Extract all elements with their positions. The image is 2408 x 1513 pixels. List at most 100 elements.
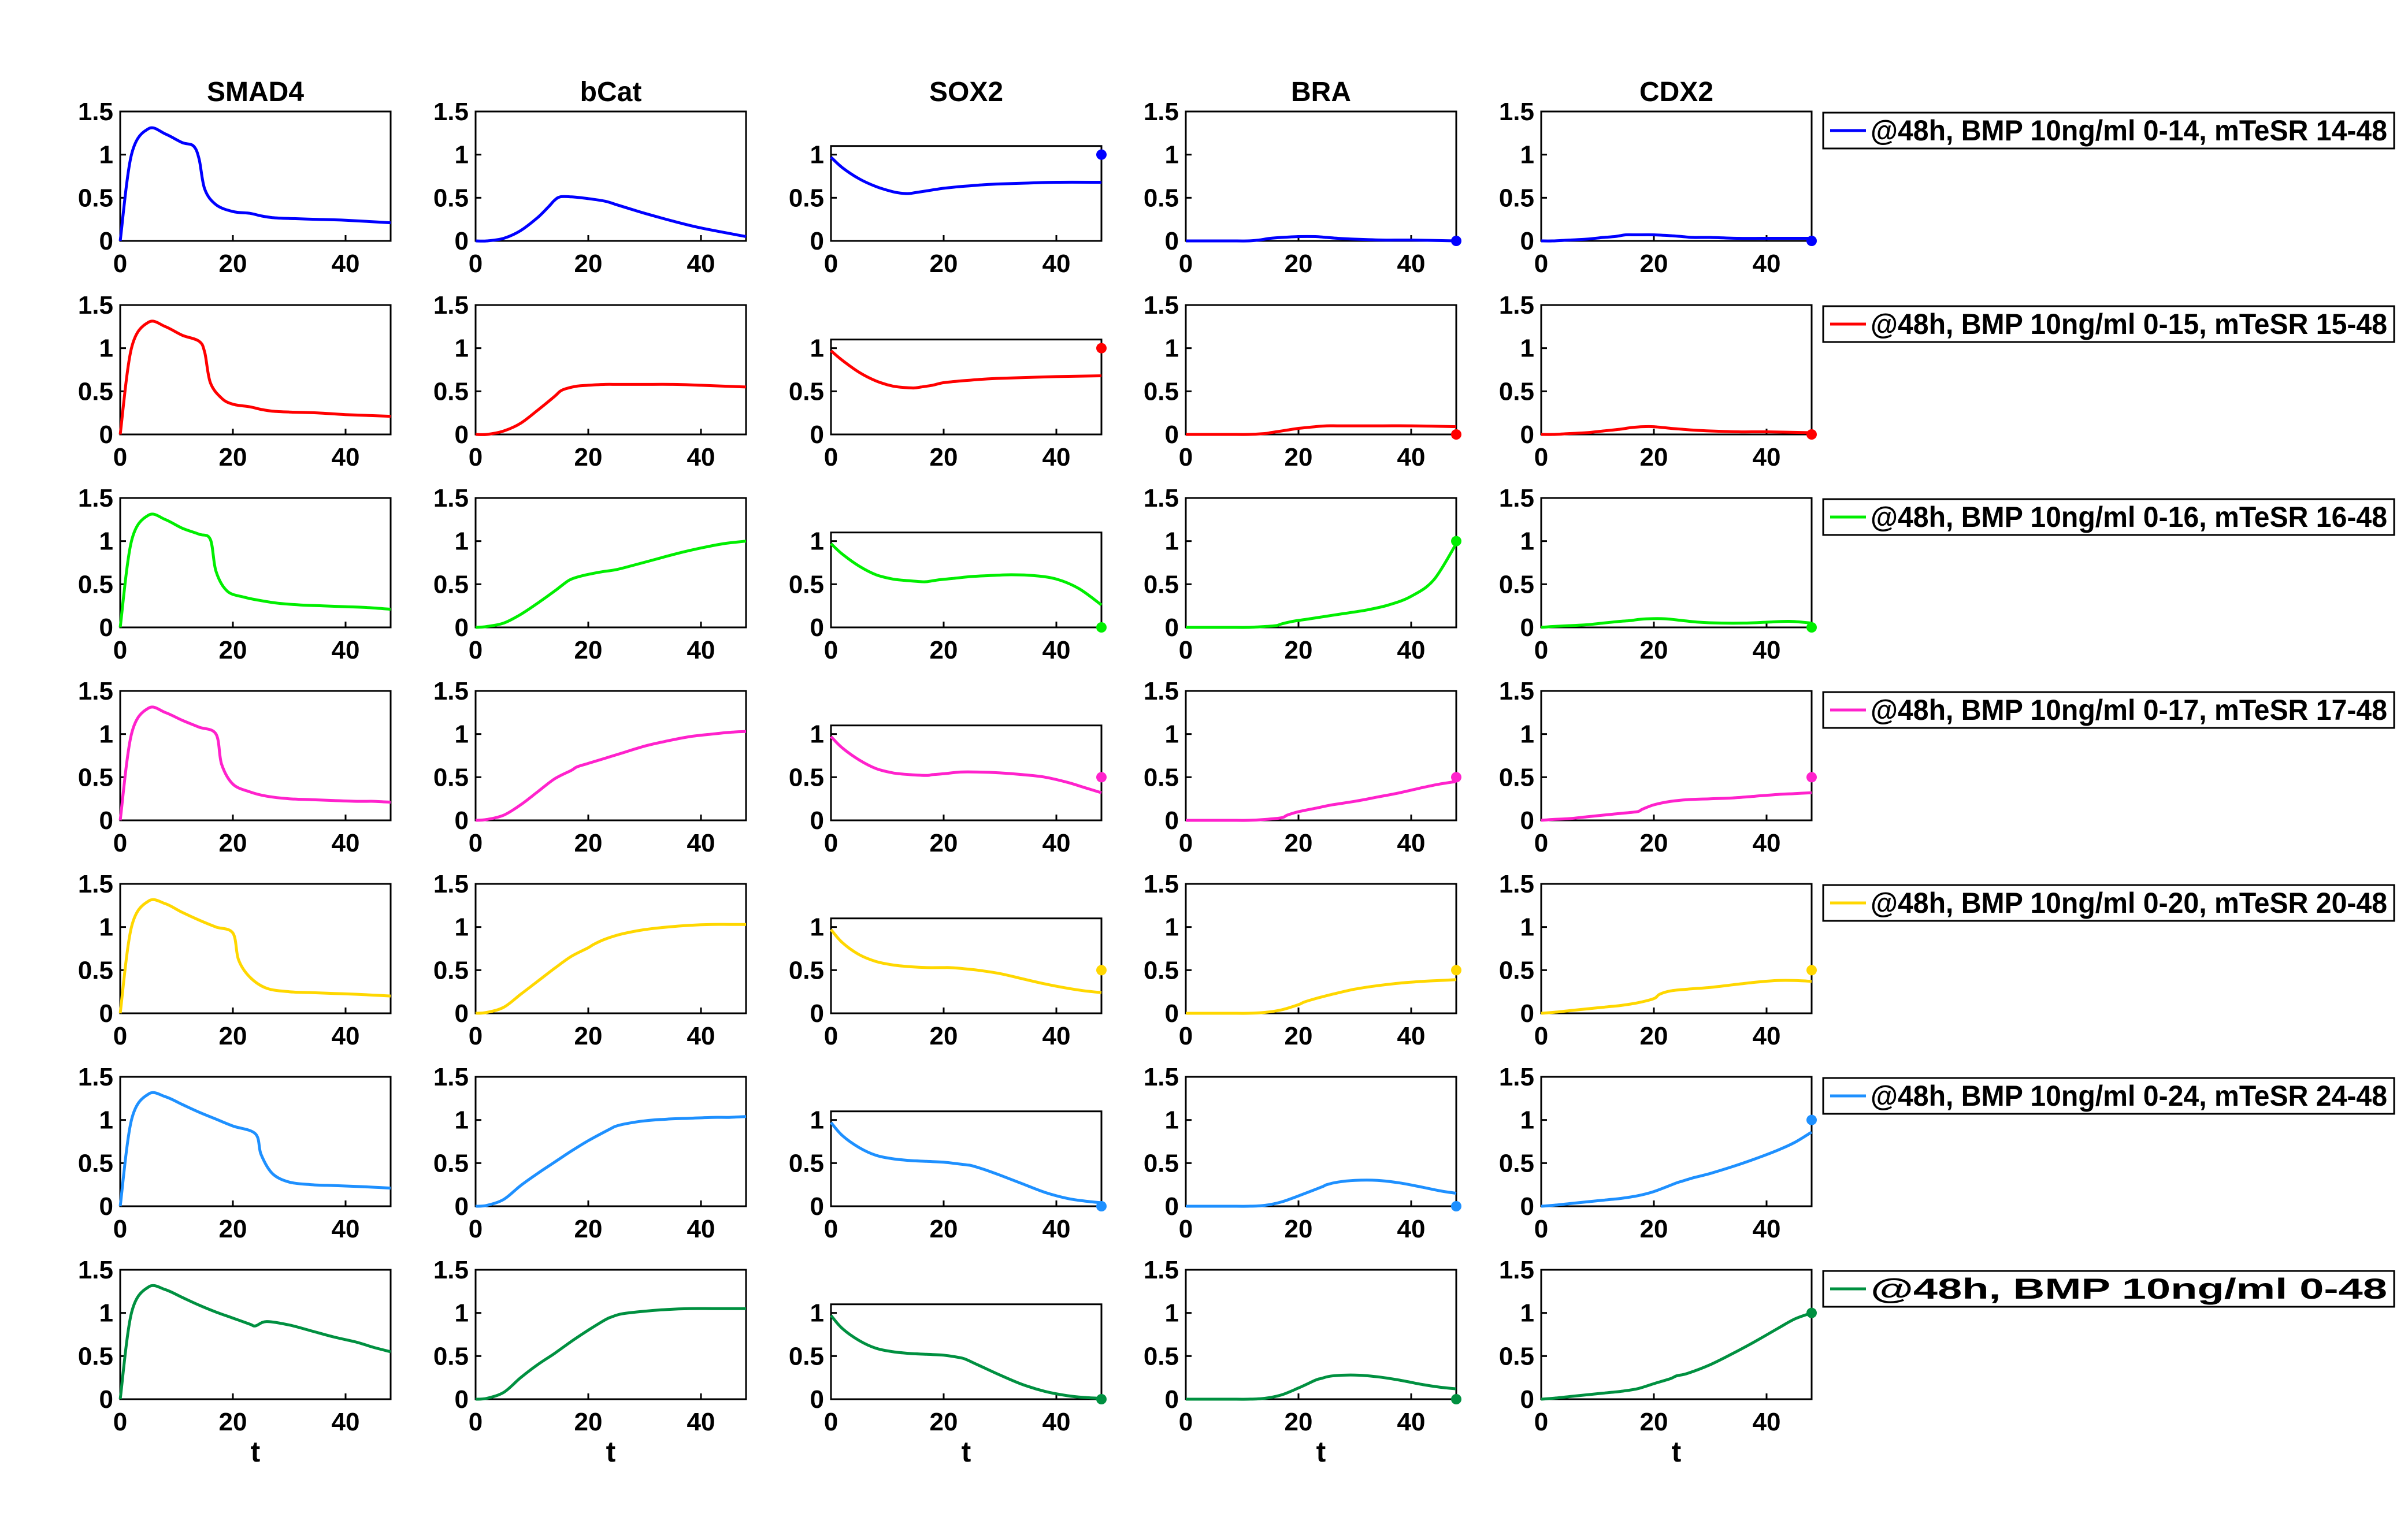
x-tick-label: 0 xyxy=(824,443,838,471)
y-tick-label: 0.5 xyxy=(78,956,113,984)
x-tick-label: 40 xyxy=(1397,250,1426,278)
axes-box xyxy=(1540,304,1813,436)
series-line-bra xyxy=(1186,1373,1457,1401)
axes-box xyxy=(119,304,392,436)
axes-box xyxy=(474,1269,747,1400)
legend-label: @48h, BMP 10ng/ml 0-20, mTeSR 20-48 xyxy=(1871,887,2387,919)
x-tick-label: 20 xyxy=(574,1408,603,1436)
x-tick-label: 0 xyxy=(113,636,127,664)
x-tick-label: 40 xyxy=(332,443,360,471)
x-tick-label: 20 xyxy=(930,250,958,278)
y-tick-label: 0 xyxy=(455,806,469,835)
axes-box xyxy=(474,1076,747,1207)
axes-box xyxy=(474,304,747,436)
y-tick-label: 0 xyxy=(1165,1385,1179,1414)
y-tick-label: 0.5 xyxy=(1144,377,1179,406)
x-tick-label: 0 xyxy=(824,636,838,664)
panel-bcat-row-1: 0 0.5 1 1.5 0 20 40 xyxy=(433,98,747,278)
y-tick-label: 1 xyxy=(810,913,824,942)
x-tick-label: 20 xyxy=(574,443,603,471)
x-tick-label: 0 xyxy=(1534,443,1548,471)
x-tick-label: 0 xyxy=(113,250,127,278)
y-tick-label: 0.5 xyxy=(1499,570,1534,598)
y-tick-label: 1.5 xyxy=(433,677,469,705)
y-tick-label: 0.5 xyxy=(1144,763,1179,791)
y-tick-label: 0 xyxy=(99,999,113,1028)
x-tick-label: 0 xyxy=(469,636,483,664)
x-tick-label: 20 xyxy=(1285,1215,1313,1243)
x-tick-label: 40 xyxy=(1397,1022,1426,1050)
y-tick-label: 0.5 xyxy=(433,1342,469,1370)
x-tick-label: 0 xyxy=(113,1022,127,1050)
y-tick-label: 0.5 xyxy=(78,184,113,212)
axes-box xyxy=(1185,690,1457,821)
axes-box xyxy=(474,883,747,1014)
endpoint-marker-sox2 xyxy=(1096,1394,1107,1404)
y-tick-label: 1 xyxy=(455,720,469,749)
axes-box xyxy=(1540,497,1813,629)
x-tick-label: 20 xyxy=(574,1215,603,1243)
x-tick-label: 40 xyxy=(1753,829,1781,857)
x-tick-label: 20 xyxy=(219,1215,247,1243)
x-tick-label: 20 xyxy=(219,1408,247,1436)
x-tick-label: 0 xyxy=(469,1215,483,1243)
x-tick-label: 0 xyxy=(1179,1215,1193,1243)
panel-bcat-row-2: 0 0.5 1 1.5 0 20 40 xyxy=(433,291,747,471)
x-tick-label: 0 xyxy=(113,1408,127,1436)
y-tick-label: 0.5 xyxy=(433,763,469,791)
y-tick-label: 1.5 xyxy=(433,484,469,512)
legend-label: @48h, BMP 10ng/ml 0-14, mTeSR 14-48 xyxy=(1871,114,2387,147)
endpoint-marker-sox2 xyxy=(1096,772,1107,783)
x-tick-label: 20 xyxy=(1285,250,1313,278)
y-tick-label: 1 xyxy=(99,141,113,169)
axes-box xyxy=(830,339,1103,436)
series-line-smad4 xyxy=(118,319,391,435)
axes-box xyxy=(1185,304,1457,436)
y-tick-label: 0.5 xyxy=(78,1342,113,1370)
y-tick-label: 1 xyxy=(1520,141,1534,169)
y-tick-label: 0 xyxy=(1165,614,1179,642)
y-tick-label: 1.5 xyxy=(1499,677,1534,705)
series-line-smad4 xyxy=(118,898,391,1014)
x-tick-label: 40 xyxy=(687,1408,715,1436)
x-tick-label: 40 xyxy=(1042,443,1071,471)
y-tick-label: 0.5 xyxy=(1499,763,1534,791)
y-tick-label: 0 xyxy=(99,227,113,255)
y-tick-label: 0 xyxy=(1165,421,1179,449)
y-tick-label: 1 xyxy=(455,141,469,169)
y-tick-label: 1.5 xyxy=(78,1063,113,1091)
panel-bcat-row-5: 0 0.5 1 1.5 0 20 40 xyxy=(433,870,747,1050)
y-tick-label: 0 xyxy=(810,999,824,1028)
axes-box xyxy=(830,917,1103,1014)
y-tick-label: 0 xyxy=(99,1192,113,1221)
axes-box xyxy=(119,1076,392,1207)
panel-bra-row-3: 0 0.5 1 1.5 0 20 40 xyxy=(1144,484,1461,664)
series-line-smad4 xyxy=(118,705,391,821)
axes-box xyxy=(119,110,392,242)
x-tick-label: 0 xyxy=(1179,829,1193,857)
y-tick-label: 0.5 xyxy=(789,1149,824,1177)
axes-box xyxy=(1540,110,1813,242)
y-tick-label: 1 xyxy=(1520,1299,1534,1328)
y-tick-label: 0.5 xyxy=(789,570,824,598)
y-tick-label: 1 xyxy=(455,913,469,942)
series-line-smad4 xyxy=(118,126,391,241)
x-tick-label: 20 xyxy=(219,443,247,471)
x-tick-label: 0 xyxy=(824,829,838,857)
x-tick-label: 0 xyxy=(824,1022,838,1050)
y-tick-label: 1 xyxy=(99,720,113,749)
series-line-bcat xyxy=(475,540,747,629)
y-tick-label: 0.5 xyxy=(1144,570,1179,598)
y-tick-label: 0 xyxy=(1520,806,1534,835)
x-tick-label: 40 xyxy=(1397,443,1426,471)
x-tick-label: 40 xyxy=(687,443,715,471)
y-tick-label: 1 xyxy=(1520,1106,1534,1135)
x-tick-label: 40 xyxy=(1042,1215,1071,1243)
series-line-smad4 xyxy=(118,512,391,628)
y-tick-label: 1.5 xyxy=(1144,870,1179,898)
x-tick-label: 0 xyxy=(1179,1022,1193,1050)
legend-label: @48h, BMP 10ng/ml 0-16, mTeSR 16-48 xyxy=(1871,501,2387,533)
x-tick-label: 0 xyxy=(1179,250,1193,278)
panel-smad4-row-3: 0 0.5 1 1.5 0 20 40 xyxy=(78,484,392,664)
x-tick-label: 0 xyxy=(1534,250,1548,278)
